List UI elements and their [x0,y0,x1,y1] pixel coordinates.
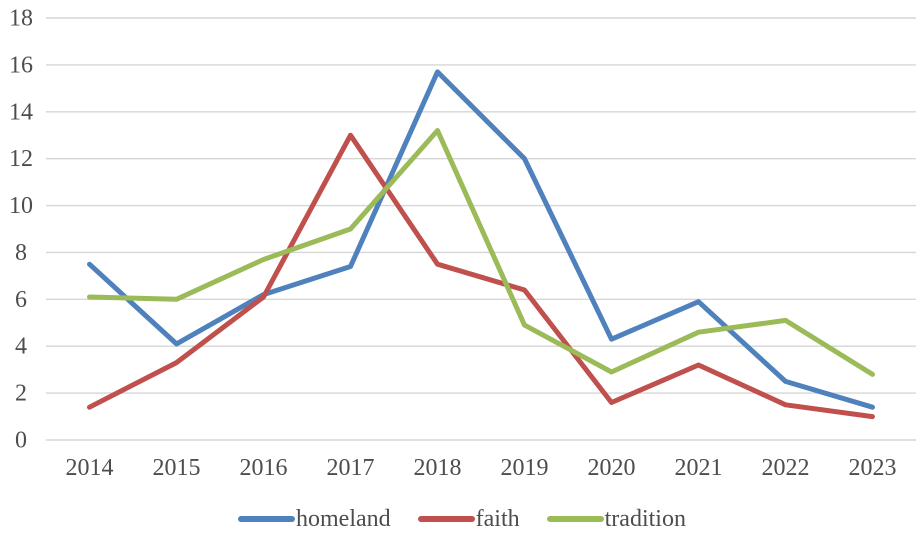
legend-label-homeland: homeland [296,506,391,532]
chart-legend: homeland faith tradition [0,502,924,536]
x-tick-label: 2020 [588,455,636,481]
legend-item-faith: faith [417,506,520,532]
faith-line-swatch-icon [417,516,475,522]
y-tick-label: 12 [9,146,33,172]
series-line-tradition [87,128,875,377]
y-tick-label: 18 [9,6,33,32]
series-line-homeland [87,69,875,410]
legend-label-tradition: tradition [604,506,686,532]
x-tick-label: 2016 [240,455,288,481]
x-tick-label: 2021 [675,455,723,481]
y-tick-label: 6 [15,287,27,313]
y-tick-label: 16 [9,52,33,78]
tradition-line-swatch-icon [546,516,604,522]
x-tick-label: 2022 [762,455,810,481]
legend-label-faith: faith [475,506,520,532]
x-tick-label: 2014 [66,455,114,481]
y-tick-label: 0 [15,428,27,454]
x-tick-label: 2019 [501,455,549,481]
series-line-faith [87,132,875,420]
y-tick-label: 14 [9,99,33,125]
y-tick-label: 10 [9,193,33,219]
homeland-line-swatch-icon [238,516,296,522]
x-tick-label: 2018 [414,455,462,481]
y-tick-label: 4 [15,334,27,360]
x-tick-label: 2023 [849,455,897,481]
x-tick-label: 2017 [327,455,375,481]
x-tick-label: 2015 [153,455,201,481]
y-tick-label: 2 [15,381,27,407]
legend-item-tradition: tradition [546,506,686,532]
legend-item-homeland: homeland [238,507,391,531]
y-tick-label: 8 [15,240,27,266]
